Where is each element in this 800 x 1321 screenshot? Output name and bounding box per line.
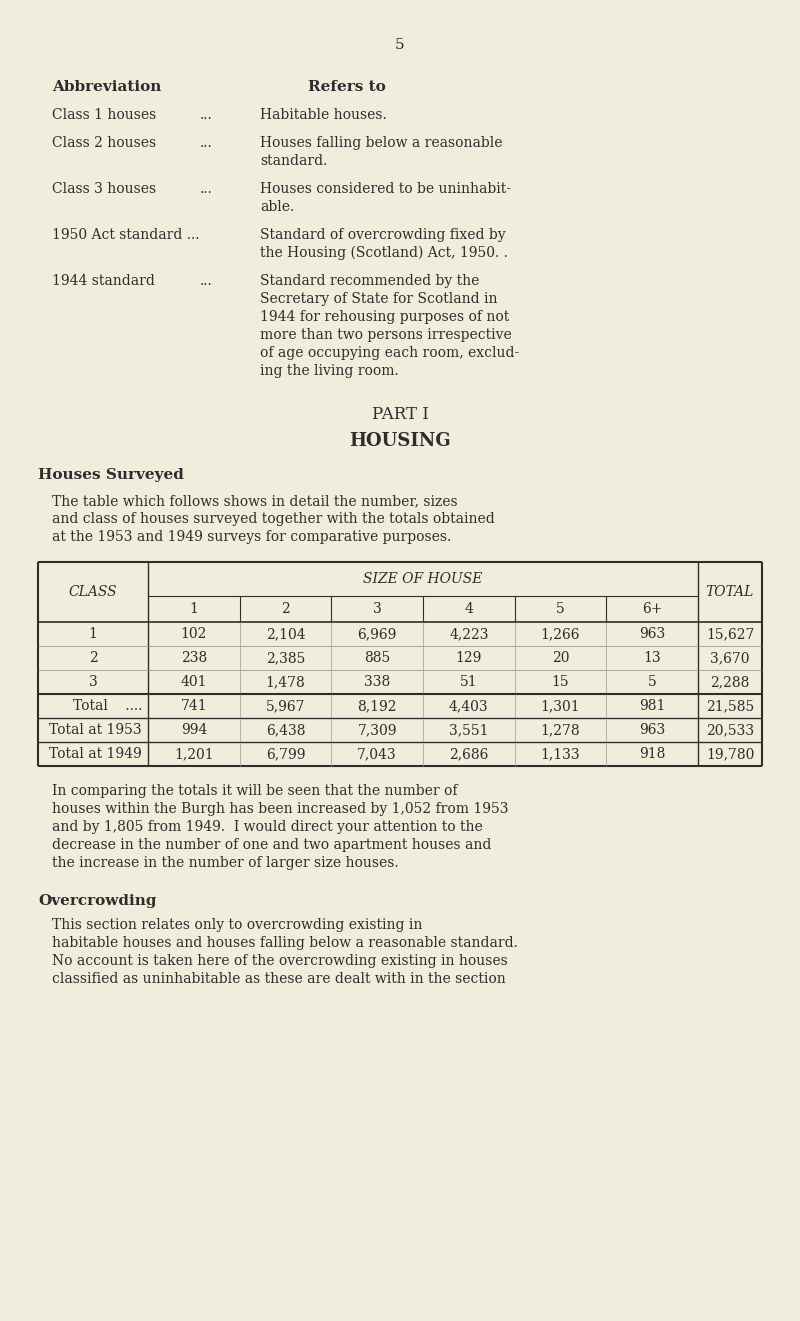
Text: 3,670: 3,670 bbox=[710, 651, 750, 664]
Text: 5,967: 5,967 bbox=[266, 699, 306, 713]
Text: CLASS: CLASS bbox=[69, 585, 118, 598]
Text: 7,309: 7,309 bbox=[358, 723, 397, 737]
Text: 51: 51 bbox=[460, 675, 478, 690]
Text: 3: 3 bbox=[373, 602, 382, 616]
Text: ...: ... bbox=[200, 273, 213, 288]
Text: No account is taken here of the overcrowding existing in houses: No account is taken here of the overcrow… bbox=[52, 954, 508, 968]
Text: ing the living room.: ing the living room. bbox=[260, 365, 398, 378]
Text: 963: 963 bbox=[639, 723, 666, 737]
Text: 3: 3 bbox=[89, 675, 98, 690]
Text: Habitable houses.: Habitable houses. bbox=[260, 108, 386, 122]
Text: 6,799: 6,799 bbox=[266, 746, 306, 761]
Text: 338: 338 bbox=[364, 675, 390, 690]
Text: of age occupying each room, exclud-: of age occupying each room, exclud- bbox=[260, 346, 519, 361]
Text: 2: 2 bbox=[281, 602, 290, 616]
Text: HOUSING: HOUSING bbox=[349, 432, 451, 450]
Text: 4,403: 4,403 bbox=[449, 699, 489, 713]
Text: 3,551: 3,551 bbox=[449, 723, 489, 737]
Text: ...: ... bbox=[200, 182, 213, 196]
Text: The table which follows shows in detail the number, sizes: The table which follows shows in detail … bbox=[52, 494, 458, 509]
Text: 21,585: 21,585 bbox=[706, 699, 754, 713]
Text: This section relates only to overcrowding existing in: This section relates only to overcrowdin… bbox=[52, 918, 422, 933]
Text: able.: able. bbox=[260, 199, 294, 214]
Text: Houses considered to be uninhabit-: Houses considered to be uninhabit- bbox=[260, 182, 511, 196]
Text: 1,301: 1,301 bbox=[541, 699, 580, 713]
Text: 5: 5 bbox=[395, 38, 405, 52]
Text: 8,192: 8,192 bbox=[358, 699, 397, 713]
Text: 963: 963 bbox=[639, 627, 666, 641]
Text: Secretary of State for Scotland in: Secretary of State for Scotland in bbox=[260, 292, 498, 306]
Text: the Housing (Scotland) Act, 1950. .: the Housing (Scotland) Act, 1950. . bbox=[260, 246, 508, 260]
Text: Standard of overcrowding fixed by: Standard of overcrowding fixed by bbox=[260, 229, 506, 242]
Text: Refers to: Refers to bbox=[308, 81, 386, 94]
Text: 102: 102 bbox=[181, 627, 207, 641]
Text: Class 1 houses: Class 1 houses bbox=[52, 108, 156, 122]
Text: In comparing the totals it will be seen that the number of: In comparing the totals it will be seen … bbox=[52, 783, 458, 798]
Text: 1,478: 1,478 bbox=[266, 675, 306, 690]
Text: and class of houses surveyed together with the totals obtained: and class of houses surveyed together wi… bbox=[52, 513, 494, 526]
Text: habitable houses and houses falling below a reasonable standard.: habitable houses and houses falling belo… bbox=[52, 937, 518, 950]
Text: Houses falling below a reasonable: Houses falling below a reasonable bbox=[260, 136, 502, 151]
Text: Overcrowding: Overcrowding bbox=[38, 894, 157, 908]
Text: 2,288: 2,288 bbox=[710, 675, 750, 690]
Text: 19,780: 19,780 bbox=[706, 746, 754, 761]
Text: 1,201: 1,201 bbox=[174, 746, 214, 761]
Text: 5: 5 bbox=[648, 675, 657, 690]
Text: PART I: PART I bbox=[371, 406, 429, 423]
Text: 13: 13 bbox=[643, 651, 661, 664]
Text: ...: ... bbox=[200, 108, 213, 122]
Text: 4: 4 bbox=[464, 602, 474, 616]
Text: Abbreviation: Abbreviation bbox=[52, 81, 162, 94]
Text: houses within the Burgh has been increased by 1,052 from 1953: houses within the Burgh has been increas… bbox=[52, 802, 509, 816]
Text: Total    ....: Total .... bbox=[73, 699, 142, 713]
Text: 6+: 6+ bbox=[642, 602, 662, 616]
Text: 2,686: 2,686 bbox=[449, 746, 489, 761]
Text: classified as uninhabitable as these are dealt with in the section: classified as uninhabitable as these are… bbox=[52, 972, 506, 985]
Text: 6,969: 6,969 bbox=[358, 627, 397, 641]
Text: 1944 standard: 1944 standard bbox=[52, 273, 155, 288]
Text: standard.: standard. bbox=[260, 155, 327, 168]
Text: 5: 5 bbox=[556, 602, 565, 616]
Text: 20,533: 20,533 bbox=[706, 723, 754, 737]
Text: Total at 1953: Total at 1953 bbox=[50, 723, 142, 737]
Text: Class 3 houses: Class 3 houses bbox=[52, 182, 156, 196]
Text: 129: 129 bbox=[456, 651, 482, 664]
Text: 1,133: 1,133 bbox=[541, 746, 580, 761]
Text: 1: 1 bbox=[89, 627, 98, 641]
Text: Standard recommended by the: Standard recommended by the bbox=[260, 273, 479, 288]
Text: 6,438: 6,438 bbox=[266, 723, 306, 737]
Text: 20: 20 bbox=[552, 651, 570, 664]
Text: 15,627: 15,627 bbox=[706, 627, 754, 641]
Text: Class 2 houses: Class 2 houses bbox=[52, 136, 156, 151]
Text: at the 1953 and 1949 surveys for comparative purposes.: at the 1953 and 1949 surveys for compara… bbox=[52, 530, 451, 544]
Text: 2,104: 2,104 bbox=[266, 627, 306, 641]
Text: 238: 238 bbox=[181, 651, 207, 664]
Text: 2: 2 bbox=[89, 651, 98, 664]
Text: 1,266: 1,266 bbox=[541, 627, 580, 641]
Text: 1944 for rehousing purposes of not: 1944 for rehousing purposes of not bbox=[260, 310, 510, 324]
Text: 15: 15 bbox=[552, 675, 570, 690]
Text: TOTAL: TOTAL bbox=[706, 585, 754, 598]
Text: Houses Surveyed: Houses Surveyed bbox=[38, 468, 184, 482]
Text: the increase in the number of larger size houses.: the increase in the number of larger siz… bbox=[52, 856, 398, 871]
Text: 4,223: 4,223 bbox=[449, 627, 489, 641]
Text: 1,278: 1,278 bbox=[541, 723, 580, 737]
Text: 2,385: 2,385 bbox=[266, 651, 305, 664]
Text: SIZE OF HOUSE: SIZE OF HOUSE bbox=[363, 572, 482, 587]
Text: more than two persons irrespective: more than two persons irrespective bbox=[260, 328, 512, 342]
Text: 741: 741 bbox=[181, 699, 207, 713]
Text: decrease in the number of one and two apartment houses and: decrease in the number of one and two ap… bbox=[52, 838, 491, 852]
Text: ...: ... bbox=[200, 136, 213, 151]
Text: and by 1,805 from 1949.  I would direct your attention to the: and by 1,805 from 1949. I would direct y… bbox=[52, 820, 482, 834]
Text: Total at 1949: Total at 1949 bbox=[50, 746, 142, 761]
Text: 994: 994 bbox=[181, 723, 207, 737]
Text: 1: 1 bbox=[190, 602, 198, 616]
Text: 7,043: 7,043 bbox=[358, 746, 397, 761]
Text: 885: 885 bbox=[364, 651, 390, 664]
Text: 401: 401 bbox=[181, 675, 207, 690]
Text: 981: 981 bbox=[639, 699, 666, 713]
Text: 1950 Act standard ...: 1950 Act standard ... bbox=[52, 229, 199, 242]
Text: 918: 918 bbox=[639, 746, 666, 761]
